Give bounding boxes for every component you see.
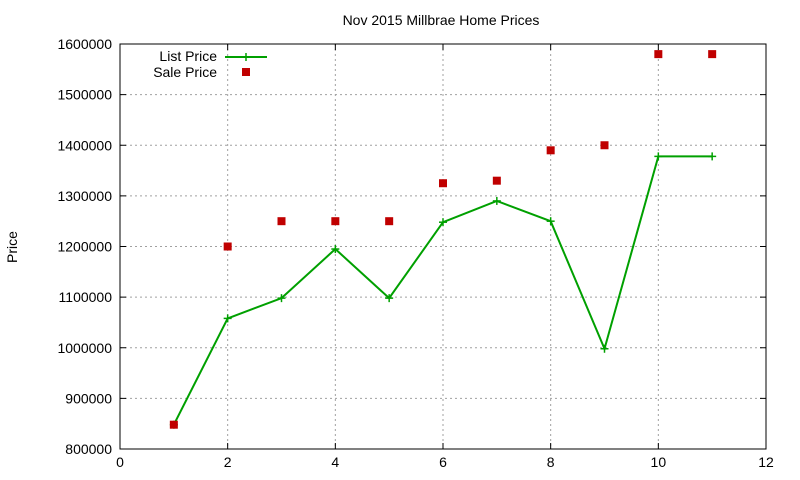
- x-tick-label: 0: [116, 454, 124, 470]
- sale-price-point: [277, 217, 286, 226]
- axis-ticks: 0 2 4 6 8 10 12 800000 900000 1000000 1100000 12000…: [57, 36, 774, 470]
- list-price-point: [600, 344, 609, 353]
- x-tick-label: 12: [758, 454, 774, 470]
- y-tick-label: 900000: [65, 390, 112, 406]
- y-tick-label: 1300000: [57, 188, 112, 204]
- x-tick-label: 2: [224, 454, 232, 470]
- legend-marker-sale-price: [242, 68, 250, 76]
- y-tick-label: 1400000: [57, 137, 112, 153]
- x-tick-label: 8: [547, 454, 555, 470]
- sale-price-point: [385, 217, 394, 226]
- legend-marks: [225, 53, 267, 76]
- y-tick-label: 800000: [65, 441, 112, 457]
- sale-price-point: [492, 176, 501, 185]
- x-tick-label: 10: [651, 454, 667, 470]
- sale-price-point: [600, 141, 609, 150]
- y-axis-label: Price: [4, 231, 20, 263]
- list-price-point: [277, 294, 286, 303]
- grid-lines: [120, 44, 766, 449]
- sale-price-point: [708, 50, 717, 59]
- list-price-point: [654, 152, 663, 161]
- y-tick-label: 1100000: [59, 289, 113, 305]
- list-price-point: [331, 245, 340, 254]
- sale-price-point: [654, 50, 663, 59]
- legend: List Price Sale Price: [153, 48, 267, 80]
- list-price-point: [708, 152, 717, 161]
- x-tick-label: 6: [439, 454, 447, 470]
- data-series: [169, 50, 717, 429]
- sale-price-point: [331, 217, 340, 226]
- list-price-point: [223, 314, 232, 323]
- sale-price-point: [169, 420, 178, 429]
- legend-label-list-price: List Price: [159, 48, 217, 64]
- y-tick-label: 1600000: [57, 36, 112, 52]
- y-tick-label: 1200000: [57, 239, 112, 255]
- sale-price-point: [546, 146, 555, 155]
- y-tick-label: 1500000: [57, 87, 112, 103]
- list-price-point: [546, 217, 555, 226]
- legend-label-sale-price: Sale Price: [153, 64, 217, 80]
- sale-price-point: [439, 179, 447, 188]
- list-price-point: [492, 196, 501, 205]
- legend-marker-list-price: [242, 53, 250, 61]
- list-price-point: [385, 294, 394, 303]
- y-tick-label: 1000000: [57, 340, 112, 356]
- x-tick-label: 4: [331, 454, 339, 470]
- sale-price-point: [223, 242, 232, 251]
- list-price-point: [439, 218, 447, 227]
- chart-title: Nov 2015 Millbrae Home Prices: [343, 12, 540, 28]
